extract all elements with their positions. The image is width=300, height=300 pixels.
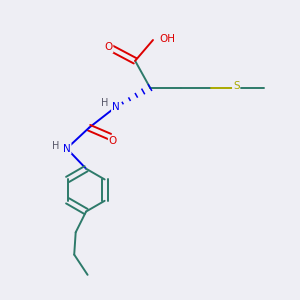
Text: S: S	[233, 81, 239, 91]
Text: OH: OH	[160, 34, 176, 44]
Text: O: O	[109, 136, 117, 146]
Text: H: H	[52, 140, 59, 151]
Text: O: O	[104, 43, 112, 52]
Text: N: N	[63, 143, 71, 154]
Text: N: N	[112, 102, 120, 112]
Text: H: H	[101, 98, 108, 108]
